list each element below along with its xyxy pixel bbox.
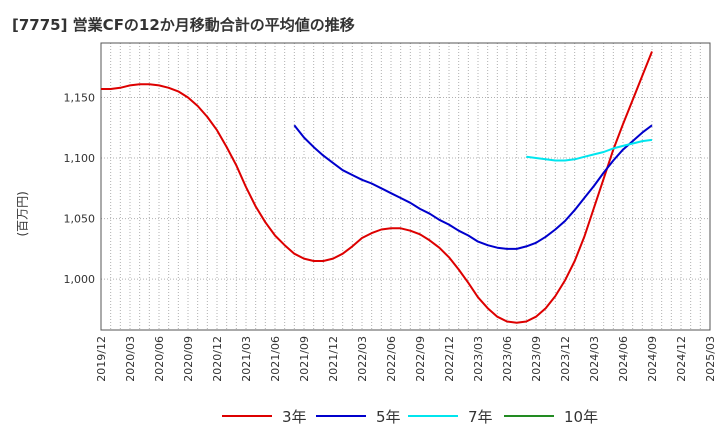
y-tick-label: 1,150 (64, 91, 96, 104)
x-tick-label: 2022/03 (356, 336, 369, 382)
y-tick-label: 1,000 (64, 273, 96, 286)
legend-swatch-3y (222, 415, 272, 417)
x-tick-label: 2019/12 (95, 336, 108, 382)
x-tick-label: 2020/06 (153, 336, 166, 382)
legend-swatch-5y (316, 415, 366, 417)
series-line-3y (101, 51, 653, 324)
y-tick-label: 1,100 (64, 152, 96, 165)
x-tick-label: 2025/03 (704, 336, 717, 382)
x-tick-label: 2024/06 (617, 336, 630, 382)
legend-label-10y: 10年 (564, 407, 599, 426)
y-tick-label: 1,050 (64, 213, 96, 226)
legend-label-5y: 5年 (376, 407, 401, 426)
x-tick-label: 2021/06 (269, 336, 282, 382)
x-tick-label: 2023/12 (559, 336, 572, 382)
legend-swatch-7y (408, 415, 458, 417)
legend-item-3y[interactable]: 3年 (222, 406, 307, 426)
x-tick-label: 2021/03 (240, 336, 253, 382)
legend-item-5y[interactable]: 5年 (316, 406, 401, 426)
legend-label-7y: 7年 (468, 407, 493, 426)
series-line-7y (526, 138, 653, 162)
x-tick-label: 2023/03 (472, 336, 485, 382)
x-tick-label: 2024/09 (646, 336, 659, 382)
series-line-5y (293, 124, 653, 250)
legend-item-10y[interactable]: 10年 (504, 406, 598, 426)
x-tick-label: 2023/06 (501, 336, 514, 382)
x-tick-label: 2020/03 (124, 336, 137, 382)
x-tick-label: 2020/12 (211, 336, 224, 382)
legend-item-7y[interactable]: 7年 (408, 406, 493, 426)
x-tick-label: 2024/12 (675, 336, 688, 382)
x-tick-label: 2022/12 (443, 336, 456, 382)
plot-frame (100, 42, 711, 331)
x-tick-label: 2020/09 (182, 336, 195, 382)
x-tick-label: 2022/09 (414, 336, 427, 382)
x-tick-label: 2021/09 (298, 336, 311, 382)
legend-label-3y: 3年 (282, 407, 307, 426)
x-tick-label: 2021/12 (327, 336, 340, 382)
chart-plot: 1,000 1,050 1,100 1,150 2019/12 2020/03 2020/0… (64, 42, 717, 382)
x-tick-label: 2022/06 (385, 336, 398, 382)
legend-swatch-10y (504, 415, 554, 417)
chart-legend: 3年 5年 7年 10年 (0, 398, 720, 428)
x-tick-label: 2024/03 (588, 336, 601, 382)
chart-title: [7775] 営業CFの12か月移動合計の平均値の推移 (12, 16, 355, 34)
x-tick-label: 2023/09 (530, 336, 543, 382)
